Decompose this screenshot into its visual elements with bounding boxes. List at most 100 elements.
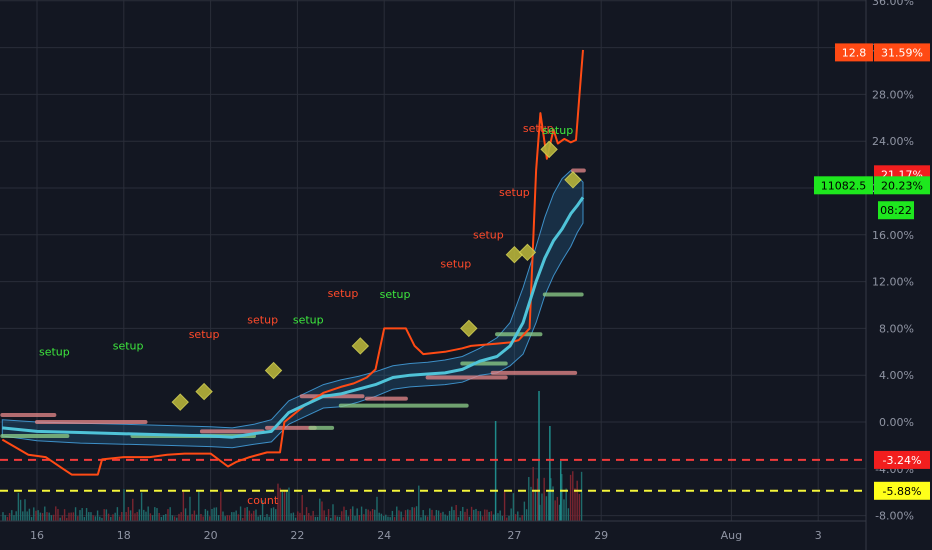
volume-bar: [382, 516, 385, 521]
volume-bar: [90, 512, 92, 521]
volume-bar: [35, 510, 37, 521]
price-tag-price: 11082.5: [821, 179, 867, 192]
volume-bar: [444, 514, 446, 521]
volume-bar: [446, 515, 449, 521]
volume-bar: [156, 508, 158, 521]
volume-bar: [536, 478, 539, 521]
volume-bar: [393, 517, 396, 521]
volume-bar: [226, 515, 229, 521]
volume-bar: [169, 507, 171, 521]
volume-bar: [356, 508, 358, 521]
volume-bar: [492, 514, 495, 521]
volume-bar: [574, 488, 576, 521]
volume-bar: [457, 517, 460, 521]
volume-bar: [72, 512, 75, 521]
time-axis[interactable]: 16 18 20 22 24 27 29 Aug 3: [30, 529, 822, 542]
volume-bar: [426, 516, 429, 521]
volume-bar: [314, 516, 317, 521]
volume-bar: [55, 506, 57, 521]
volume-bar: [561, 474, 563, 521]
volume-bar: [512, 493, 515, 521]
volume-bar: [398, 510, 400, 521]
volume-bar: [547, 489, 550, 521]
volume-bar: [41, 513, 44, 521]
volume-bar: [448, 510, 451, 521]
volume-bar: [360, 506, 363, 521]
volume-bar: [39, 512, 42, 521]
volume-bar: [171, 515, 174, 521]
volume-bar: [215, 507, 218, 521]
price-tag-value: 31.59%: [881, 46, 923, 59]
volume-bar: [552, 486, 554, 521]
volume-bar: [400, 511, 402, 521]
volume-bar: [112, 514, 114, 521]
volume-bar: [422, 510, 424, 521]
annotation-label: setup: [380, 288, 411, 301]
volume-bar: [528, 477, 530, 521]
signal-diamond: [264, 361, 283, 380]
volume-bar: [191, 514, 193, 521]
volume-bar: [184, 508, 187, 521]
volume-bar: [4, 515, 6, 521]
volume-bar: [389, 517, 391, 521]
volume-bar: [145, 511, 147, 521]
volume-bar: [558, 504, 561, 521]
volume-bar: [202, 516, 204, 521]
volume-bar: [22, 511, 24, 521]
volume-bar: [442, 511, 444, 521]
y-tick-label: 0.00%: [879, 416, 914, 429]
volume-bar: [37, 510, 39, 521]
volume-bar: [105, 509, 108, 521]
volume-bar: [563, 499, 565, 521]
volume-bar: [543, 477, 545, 521]
volume-bar: [261, 500, 264, 521]
volume-bar: [94, 516, 97, 521]
volume-bar: [96, 510, 99, 521]
x-tick-label: 29: [594, 529, 608, 542]
volume-bar: [160, 516, 163, 521]
volume-bar: [209, 516, 211, 521]
volume-bar: [173, 516, 176, 521]
volume-bar: [365, 508, 367, 521]
price-tags: 31.59%12.821.17%20.23%11082.508:22-3.24%…: [814, 43, 930, 500]
annotation-label: setup: [189, 328, 220, 341]
volume-bar: [539, 504, 541, 521]
volume-bar: [338, 516, 341, 521]
volume-spike: [494, 421, 497, 521]
volume-bar: [268, 516, 270, 521]
volume-histogram: [2, 391, 583, 521]
volume-bar: [332, 504, 334, 521]
volume-bar: [294, 517, 297, 521]
volume-bar: [321, 501, 323, 521]
volume-bar: [103, 509, 105, 521]
volume-bar: [358, 515, 361, 521]
volume-bar: [327, 509, 330, 521]
volume-bar: [92, 515, 94, 521]
volume-bar: [567, 508, 570, 521]
volume-bar: [242, 517, 244, 521]
volume-bar: [429, 508, 431, 521]
volume-bar: [334, 515, 336, 521]
volume-bar: [501, 515, 504, 521]
volume-bar: [213, 507, 215, 521]
annotation-label: setup: [247, 314, 278, 327]
x-tick-label: 20: [204, 529, 218, 542]
volume-bar: [178, 513, 180, 521]
signal-diamond: [505, 245, 524, 264]
volume-bar: [506, 517, 508, 521]
volume-bar: [490, 511, 493, 521]
volume-bar: [409, 510, 411, 521]
volume-bar: [136, 511, 138, 521]
volume-bar: [259, 514, 262, 521]
series-line: [2, 196, 585, 439]
annotation-label: setup: [499, 186, 530, 199]
volume-bar: [125, 512, 127, 521]
volume-bar: [61, 515, 64, 521]
volume-bar: [519, 517, 521, 521]
annotation-label: setup: [293, 314, 324, 327]
volume-bar: [253, 510, 255, 521]
horizontal-lines: [0, 458, 866, 492]
y-tick-label: 8.00%: [879, 322, 914, 335]
price-tag-value: 20.23%: [881, 179, 923, 192]
